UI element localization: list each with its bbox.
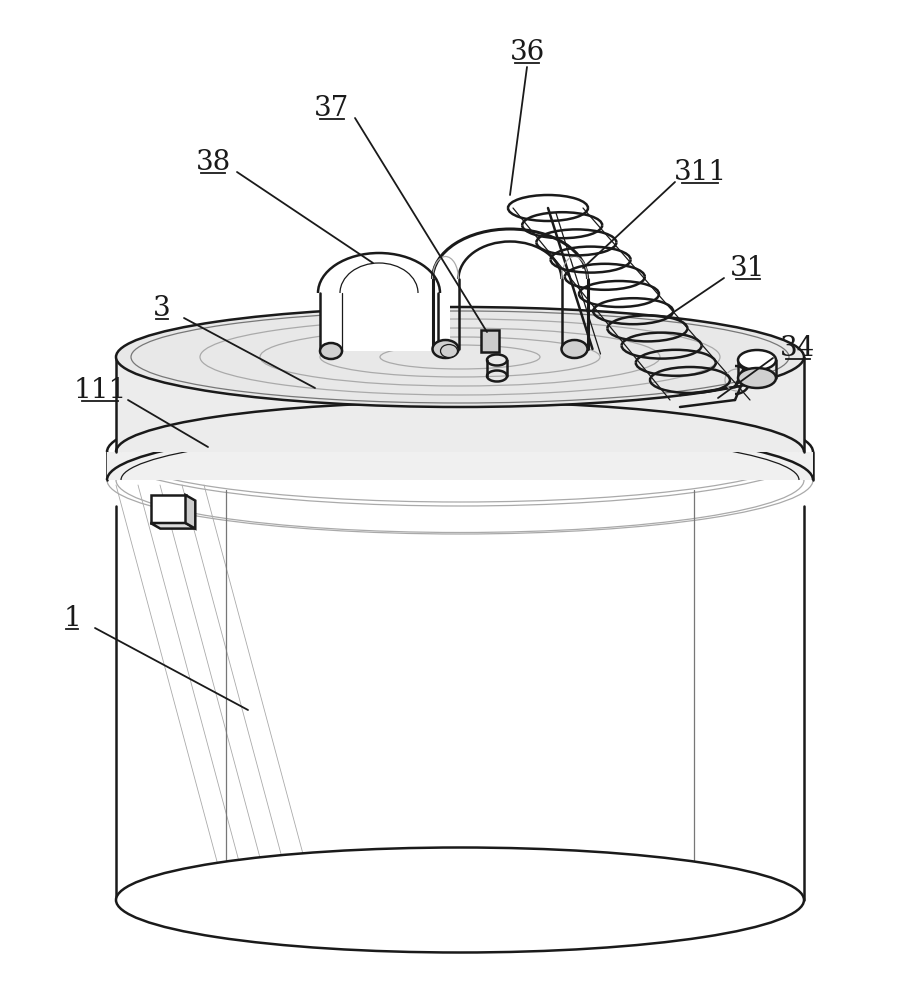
Text: 38: 38 — [195, 148, 230, 176]
Polygon shape — [116, 480, 804, 900]
Text: 36: 36 — [509, 38, 544, 66]
Ellipse shape — [440, 344, 458, 358]
Ellipse shape — [116, 848, 804, 952]
Polygon shape — [320, 293, 450, 351]
Ellipse shape — [738, 368, 776, 388]
Polygon shape — [185, 495, 195, 529]
Text: 111: 111 — [74, 376, 126, 403]
Ellipse shape — [320, 343, 342, 359]
Polygon shape — [116, 357, 804, 452]
Polygon shape — [150, 495, 185, 523]
Ellipse shape — [738, 350, 776, 370]
Polygon shape — [107, 452, 813, 480]
Polygon shape — [481, 330, 499, 352]
Text: 31: 31 — [730, 254, 765, 282]
Text: 1: 1 — [64, 604, 81, 632]
Ellipse shape — [116, 307, 804, 407]
Text: 37: 37 — [314, 95, 350, 121]
Text: 311: 311 — [673, 158, 727, 186]
Polygon shape — [150, 523, 195, 529]
Ellipse shape — [433, 340, 459, 358]
Text: 3: 3 — [153, 294, 170, 322]
Ellipse shape — [562, 340, 588, 358]
Text: 34: 34 — [780, 334, 816, 361]
